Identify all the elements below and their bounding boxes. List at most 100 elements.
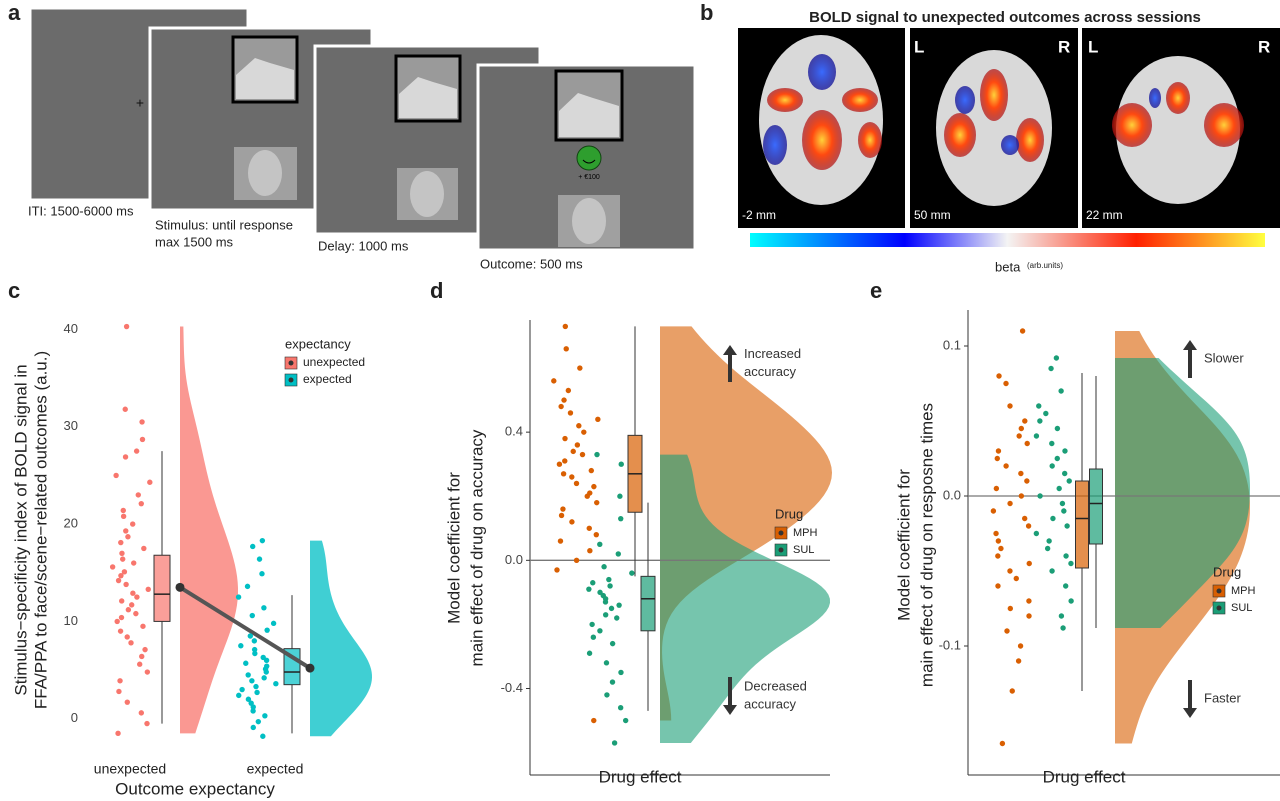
x-axis-label: Drug effect [1043,767,1126,786]
data-point [586,586,592,592]
data-point [607,583,613,589]
violin [180,326,238,734]
data-point [119,556,126,562]
x-tick-label: unexpected [94,761,166,777]
arrow-head [723,705,737,715]
data-point [238,643,244,649]
legend-label: SUL [793,544,814,556]
data-point [122,406,128,412]
blob [1149,88,1161,108]
panel-letter: d [430,278,443,303]
data-point [109,564,116,570]
data-point [120,507,126,514]
data-point [119,598,125,604]
data-point [119,550,125,556]
blob [767,88,803,112]
data-point [995,553,1001,559]
data-point [603,660,610,666]
data-point [563,346,569,352]
data-point [551,378,557,384]
blob [802,110,842,170]
data-point [577,365,583,371]
data-point [133,448,140,454]
data-point [270,620,277,627]
data-point [1007,568,1013,574]
data-point [134,594,140,600]
brain [1116,56,1240,204]
panel-b: b BOLD signal to unexpected outcomes acr… [700,0,1280,274]
data-point [121,569,128,575]
data-point [140,623,146,629]
data-point [602,599,609,605]
data-point [138,710,145,716]
mean-point [305,663,315,673]
y-axis-label: Stimulus−specificity index of BOLD signa… [11,364,30,695]
blob [1166,82,1190,114]
annotation: accuracy [744,364,797,379]
legend-label: MPH [793,527,818,539]
reward-text: + €100 [578,174,600,181]
data-point [558,512,565,519]
mean-point [175,582,185,592]
smile [582,159,596,164]
y-tick-label: 10 [64,613,78,628]
data-point [618,669,624,676]
arrow-head [1183,340,1197,350]
hemisphere: L [1088,37,1098,56]
data-point [579,451,586,458]
blob [1001,135,1019,155]
data-point [263,657,270,664]
panel-letter: e [870,278,882,303]
blob [858,122,882,158]
data-point [262,713,268,719]
blob [763,125,787,165]
data-point [595,416,601,423]
data-point [235,594,242,600]
data-point [125,534,131,540]
data-point [130,521,136,527]
data-point [252,650,258,657]
box [153,554,171,622]
data-point [597,541,603,547]
data-point [573,557,580,564]
data-point [130,590,136,596]
data-point [622,717,629,724]
data-point [1049,440,1055,447]
mean-line [178,585,312,670]
data-point [137,661,143,667]
data-point [1019,328,1026,334]
y-axis-label: main effect of drug on resposne times [917,403,936,687]
data-point [1054,425,1061,432]
blob [980,69,1008,121]
data-point [996,373,1002,379]
data-point [273,680,279,687]
y-tick-label: -0.1 [939,637,961,652]
data-point [1063,553,1069,559]
data-point [574,442,581,448]
data-point [236,692,242,699]
data-point [117,678,123,684]
data-point [250,708,256,714]
y-tick-label: 0.0 [943,487,961,502]
y-tick-label: 0.4 [505,424,523,439]
data-point [114,618,120,625]
data-point [1049,568,1055,574]
data-point [145,586,151,592]
caption: Stimulus: until response [155,217,293,232]
legend-label: SUL [1231,602,1252,614]
data-point [135,492,141,498]
data-point [1058,388,1064,394]
blob [1204,103,1244,147]
data-point [123,323,130,330]
data-point [995,448,1002,454]
data-point [995,538,1002,544]
y-tick-label: 0.0 [505,552,523,567]
data-point [614,615,620,621]
panel-letter: b [700,0,713,25]
data-point [243,660,249,666]
data-point [589,621,595,628]
panel-title: BOLD signal to unexpected outcomes acros… [809,9,1201,26]
data-point [994,455,1000,462]
data-point [601,564,607,570]
data-point [1009,688,1015,694]
